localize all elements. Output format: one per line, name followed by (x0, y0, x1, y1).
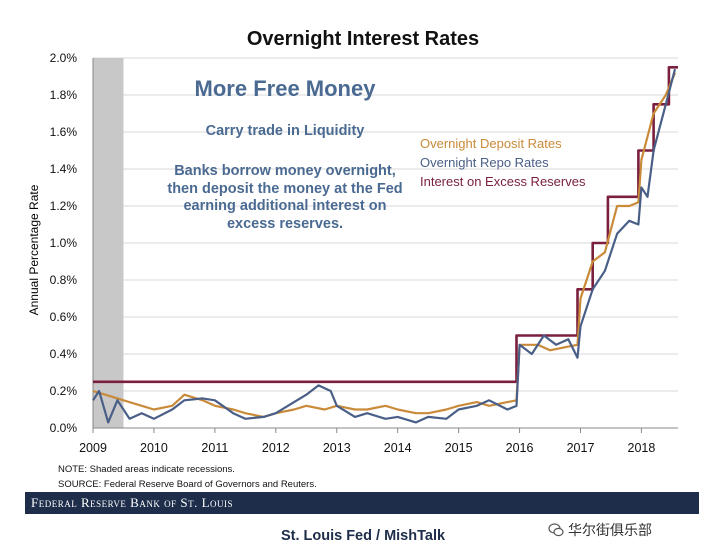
gridlines (93, 57, 678, 429)
x-tick-label-7: 2016 (506, 441, 534, 455)
y-tick-label-5: 1.0% (50, 236, 78, 250)
y-tick-label-1: 0.2% (50, 384, 78, 398)
series-line-1 (92, 68, 677, 424)
y-tick-label-9: 1.8% (50, 88, 78, 102)
wechat-icon (548, 523, 564, 537)
legend-entry-repo: Overnight Repo Rates (420, 155, 549, 170)
series-line-0 (92, 72, 677, 418)
y-tick-label-3: 0.6% (50, 310, 78, 324)
watermark: 华尔街俱乐部 (548, 520, 652, 540)
y-tick-label-6: 1.2% (50, 199, 78, 213)
annotation-subtitle: Carry trade in Liquidity (205, 123, 365, 139)
tick-labels: 0.0% 0.2% 0.4% 0.6% 0.8% 1.0% 1.2% 1.4% 1.6% 1.8%… (50, 51, 656, 455)
y-tick-label-4: 0.8% (50, 273, 78, 287)
annotation-body: Banks borrow money overnight, then depos… (167, 163, 403, 232)
x-tick-label-9: 2018 (628, 441, 656, 455)
recession-shading (93, 58, 124, 428)
y-tick-label-2: 0.4% (50, 347, 78, 361)
source-banner: Federal Reserve Bank of St. Louis (25, 492, 699, 514)
x-tick-label-8: 2017 (567, 441, 595, 455)
y-tick-label-10: 2.0% (50, 51, 78, 65)
source-banner-text: Federal Reserve Bank of St. Louis (31, 495, 234, 510)
x-tick-label-0: 2009 (79, 441, 107, 455)
chart-title: Overnight Interest Rates (246, 28, 480, 50)
axes (92, 58, 678, 433)
x-tick-label-3: 2012 (262, 441, 290, 455)
annotation-title: More Free Money (194, 76, 376, 101)
y-tick-label-7: 1.4% (50, 162, 78, 176)
line-chart: 0.0% 0.2% 0.4% 0.6% 0.8% 1.0% 1.2% 1.4% 1.6% 1.8%… (50, 51, 678, 455)
note-recessions: NOTE: Shaded areas indicate recessions. (58, 464, 235, 475)
legend-entry-deposit: Overnight Deposit Rates (420, 136, 562, 151)
series-line-2 (93, 66, 678, 384)
footer-credit: St. Louis Fed / MishTalk (280, 528, 446, 544)
y-tick-label-0: 0.0% (50, 421, 78, 435)
x-tick-label-6: 2015 (445, 441, 473, 455)
series-lines (92, 66, 678, 424)
recession-band (93, 58, 124, 428)
x-tick-label-5: 2014 (384, 441, 412, 455)
y-tick-label-8: 1.6% (50, 125, 78, 139)
note-source: SOURCE: Federal Reserve Board of Governo… (58, 479, 317, 490)
x-tick-label-2: 2011 (201, 441, 228, 455)
legend-entry-ioer: Interest on Excess Reserves (420, 174, 586, 189)
x-tick-label-4: 2013 (323, 441, 351, 455)
watermark-text: 华尔街俱乐部 (568, 522, 652, 538)
x-tick-label-1: 2010 (140, 441, 168, 455)
